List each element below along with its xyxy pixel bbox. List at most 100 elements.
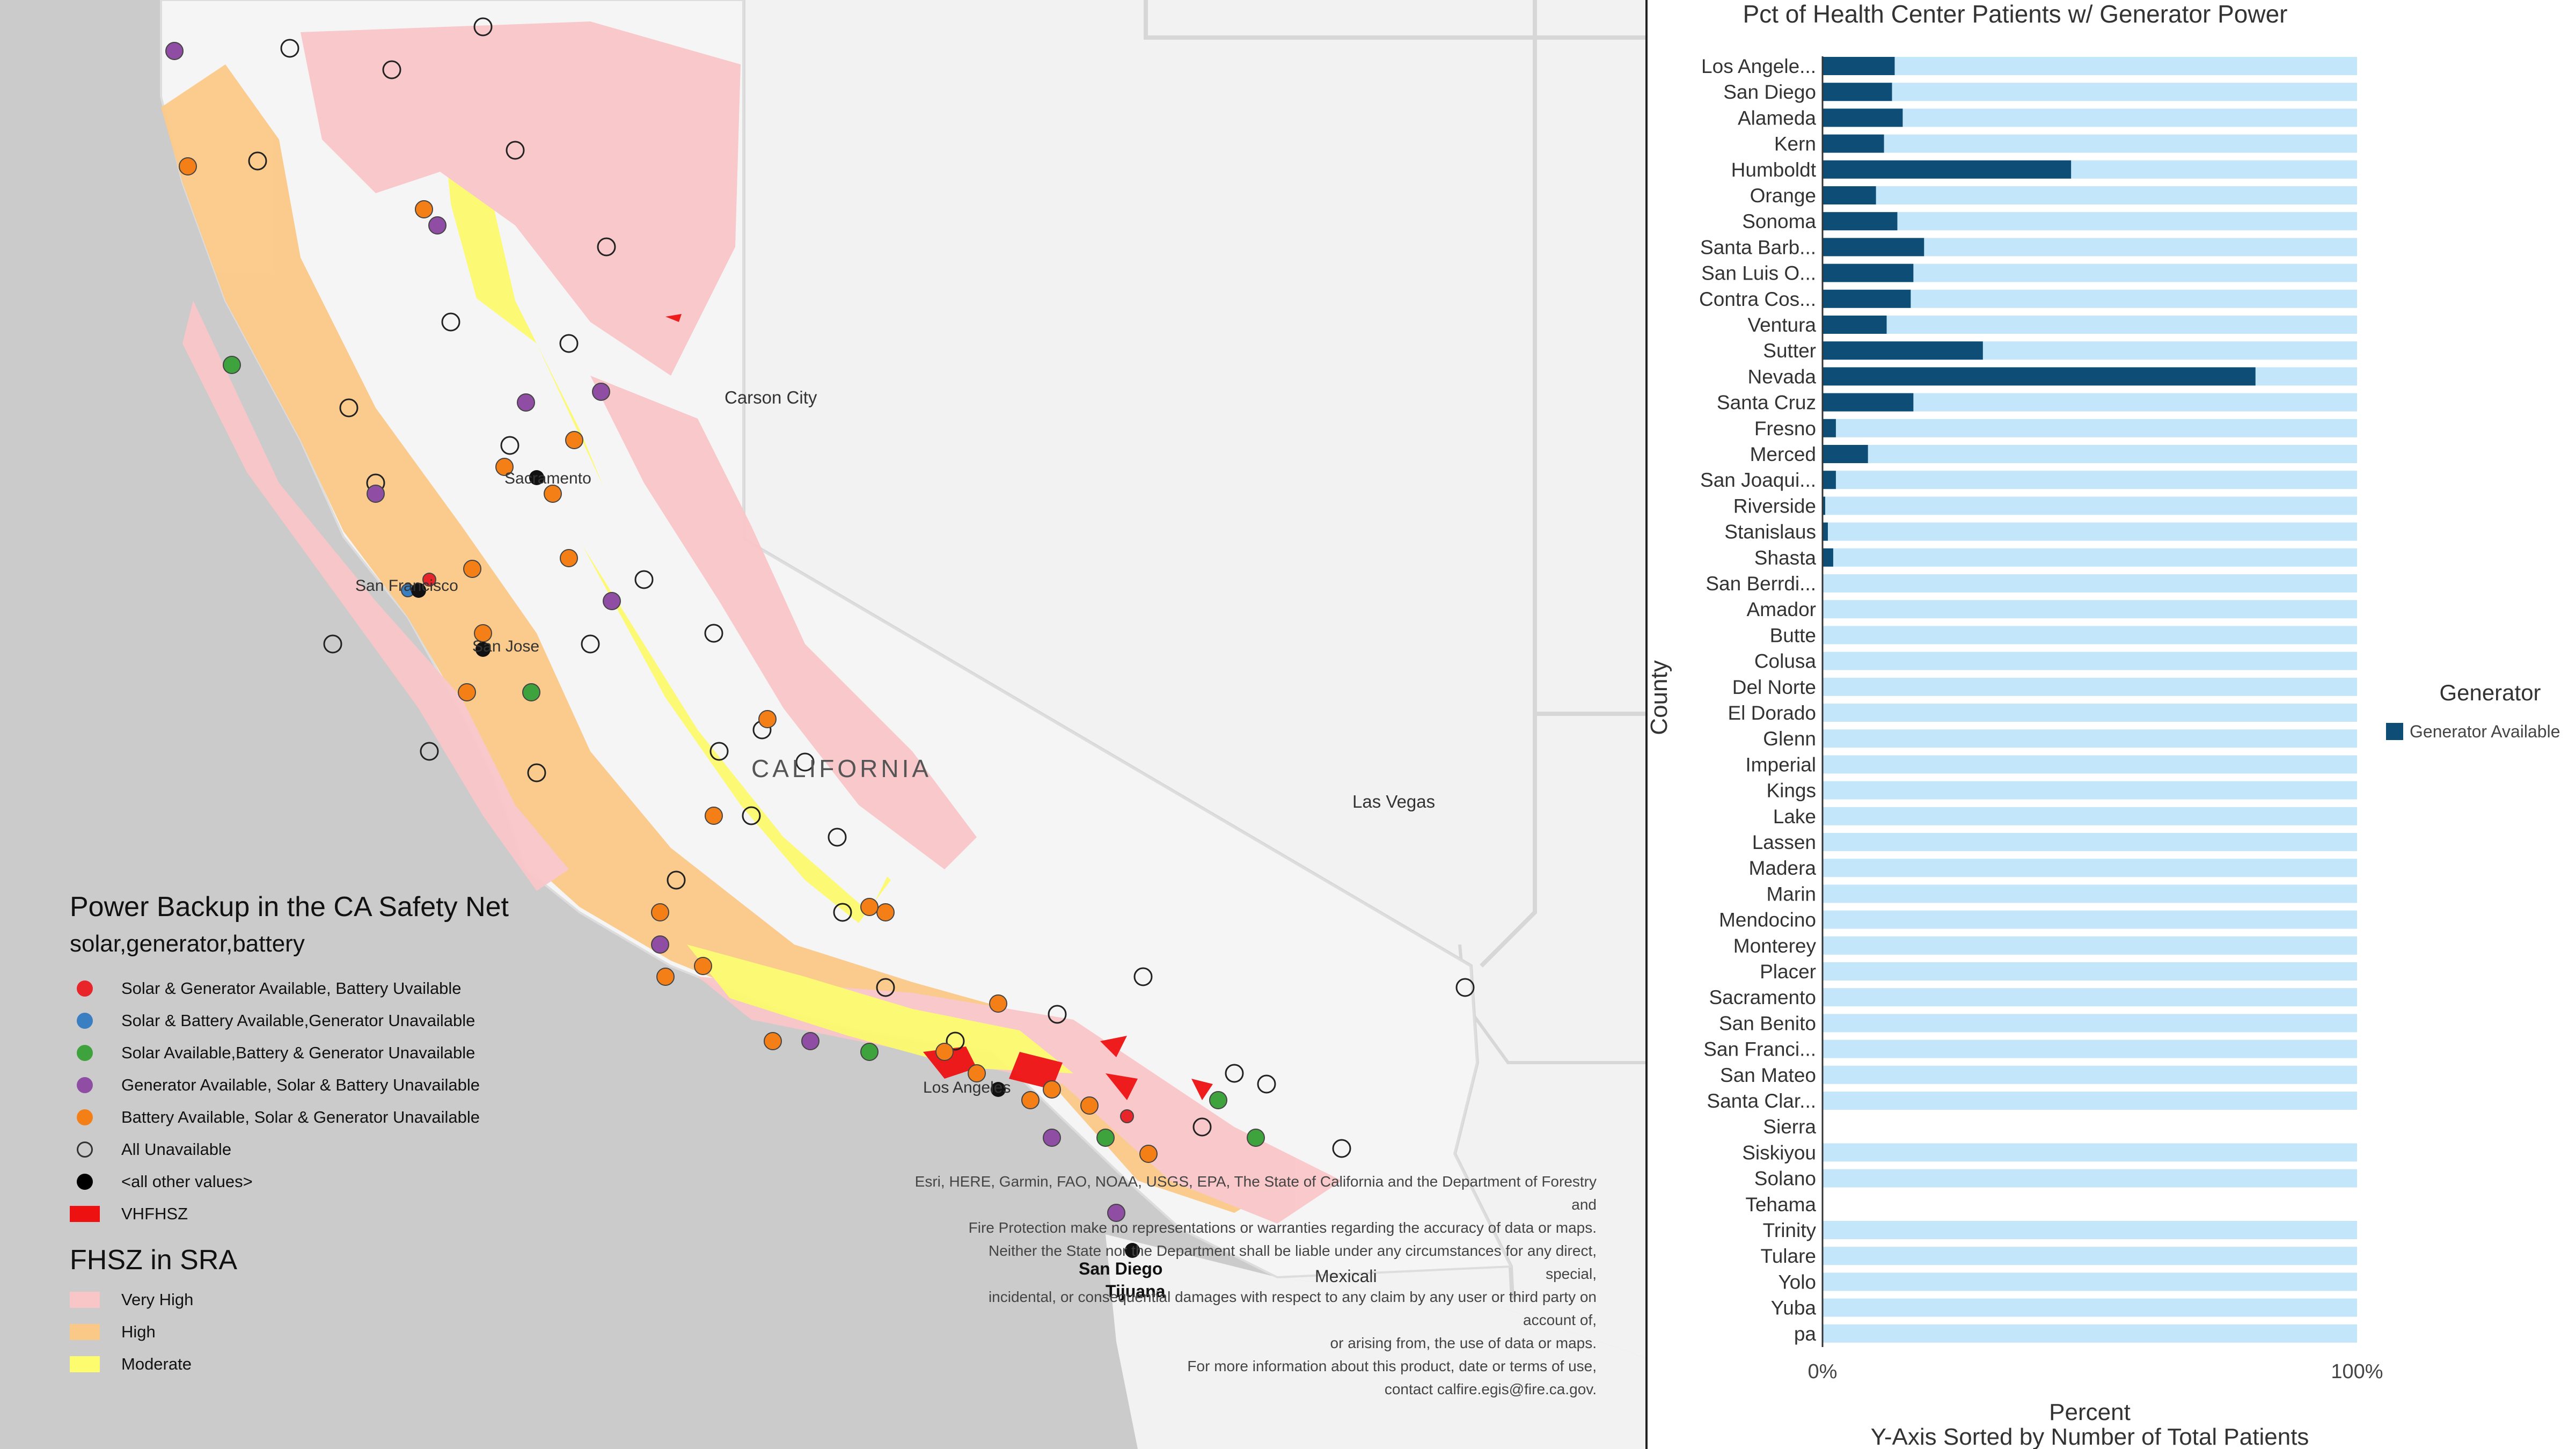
attribution-line: Neither the State nor the Department sha… [988, 1242, 1597, 1259]
bar-generator-available [1823, 367, 2256, 386]
map-panel[interactable]: Carson City Las Vegas CALIFORNIA Sacrame… [0, 0, 1645, 1449]
category-label: Yolo [1778, 1271, 1816, 1293]
zone-swatch [70, 1324, 100, 1340]
category-label: Lassen [1752, 831, 1816, 853]
bar-generator-available [1823, 445, 1868, 463]
legend-label: Solar & Battery Available,Generator Unav… [121, 1011, 475, 1030]
category-label: Sutter [1763, 340, 1816, 362]
zone-legend-item: Very High [70, 1284, 606, 1316]
category-label: Glenn [1763, 728, 1816, 750]
legend-label: Battery Available, Solar & Generator Una… [121, 1108, 480, 1126]
bar-background [1823, 522, 2357, 541]
legend-label: Generator Available, Solar & Battery Una… [121, 1075, 480, 1094]
bar-background [1823, 108, 2357, 127]
zone-legend-label: Moderate [121, 1355, 192, 1373]
legend-marker [77, 1045, 93, 1061]
legend-symbol [70, 1174, 100, 1190]
zone-swatch [70, 1356, 100, 1372]
category-label: Tehama [1745, 1194, 1816, 1216]
bar-background [1823, 884, 2357, 903]
bar-generator-available [1823, 471, 1836, 489]
category-label: San Berrdi... [1706, 573, 1816, 595]
category-label: Contra Cos... [1699, 288, 1816, 310]
legend-symbol [70, 1141, 100, 1158]
bar-background [1823, 212, 2357, 231]
bar-chart: Pct of Health Center Patients w/ Generat… [1648, 0, 2560, 1449]
category-label: San Franci... [1703, 1038, 1816, 1060]
bar-generator-available [1823, 419, 1836, 437]
category-label: pa [1794, 1323, 1817, 1345]
place-label-san-francisco: San Francisco [355, 577, 458, 595]
bar-generator-available [1823, 134, 1884, 153]
legend-item: Battery Available, Solar & Generator Una… [70, 1101, 606, 1133]
category-label: Lake [1773, 806, 1816, 828]
bar-background [1823, 83, 2357, 101]
legend-label: VHFHSZ [121, 1204, 188, 1223]
category-label: Marin [1766, 883, 1816, 905]
bar-background [1823, 1065, 2357, 1084]
bar-background [1823, 729, 2357, 748]
category-label: Sacramento [1709, 986, 1817, 1008]
place-label-sacramento: Sacramento [504, 470, 591, 487]
x-axis-sublabel: Y-Axis Sorted by Number of Total Patient… [1871, 1424, 2309, 1449]
category-label: Shasta [1754, 547, 1817, 569]
category-label: Del Norte [1732, 676, 1816, 698]
bar-background [1823, 1092, 2357, 1110]
place-label-mexicali: Mexicali [1315, 1267, 1377, 1286]
attribution-line: Fire Protection make no representations … [968, 1219, 1597, 1236]
attribution-line: special, [1546, 1265, 1597, 1282]
legend-title: Power Backup in the CA Safety Net [70, 891, 509, 923]
category-label: Colusa [1754, 650, 1817, 672]
category-label: Los Angele... [1701, 55, 1816, 77]
bar-background [1823, 936, 2357, 955]
category-label: Ventura [1747, 314, 1816, 336]
bar-generator-available [1823, 548, 1833, 567]
x-tick-100: 100% [2331, 1360, 2383, 1383]
bar-generator-available [1823, 341, 1983, 360]
bar-background [1823, 859, 2357, 877]
category-label: Amador [1746, 598, 1816, 620]
category-label: Kern [1774, 133, 1816, 155]
category-label: San Diego [1723, 81, 1816, 103]
bar-background [1823, 1247, 2357, 1265]
legend-item: <all other values> [70, 1166, 606, 1198]
bar-background [1823, 1298, 2357, 1317]
bar-background [1823, 471, 2357, 489]
category-label: San Mateo [1720, 1064, 1816, 1086]
attribution-line: Esri, HERE, Garmin, FAO, NOAA, USGS, EPA… [914, 1173, 1597, 1190]
bar-background [1823, 1272, 2357, 1291]
bar-generator-available [1823, 522, 1828, 541]
place-label-las-vegas: Las Vegas [1352, 792, 1436, 811]
category-label: Kings [1766, 780, 1816, 802]
bar-generator-available [1823, 83, 1892, 101]
zone-high-coast [161, 64, 1288, 1213]
zone-moderate-coast [687, 945, 1073, 1073]
bar-background [1823, 626, 2357, 645]
bar-background [1823, 1143, 2357, 1162]
attribution-line: or arising from, the use of data or maps… [1330, 1335, 1597, 1351]
bar-background [1823, 781, 2357, 800]
attribution-line: contact calfire.egis@fire.ca.gov. [1384, 1381, 1597, 1397]
category-label: Stanislaus [1724, 521, 1816, 543]
legend-symbol [70, 1109, 100, 1125]
bar-background [1823, 910, 2357, 929]
attribution-line: account of, [1523, 1312, 1597, 1328]
bar-background [1823, 1324, 2357, 1343]
bar-generator-available [1823, 393, 1914, 412]
chart-category-labels: Los Angele... San Diego Alameda Kern Humbold… [1699, 55, 1817, 1345]
legend-marker [77, 980, 93, 997]
category-label: Santa Barb... [1700, 236, 1816, 258]
map-canvas[interactable] [0, 0, 1645, 1449]
zone-very-high-coast [182, 301, 569, 891]
legend-symbol [70, 1077, 100, 1093]
bar-background [1823, 807, 2357, 825]
zone-legend-symbol [70, 1292, 100, 1308]
zone-legend-label: High [121, 1322, 156, 1341]
x-tick-0: 0% [1808, 1360, 1838, 1383]
zone-legend-symbol [70, 1356, 100, 1372]
legend-item: VHFHSZ [70, 1198, 606, 1230]
legend-label-generator: Generator Available [2410, 722, 2560, 741]
legend-symbol [70, 1045, 100, 1061]
place-label-carson-city: Carson City [724, 387, 817, 407]
category-label: Santa Cruz [1717, 392, 1816, 414]
